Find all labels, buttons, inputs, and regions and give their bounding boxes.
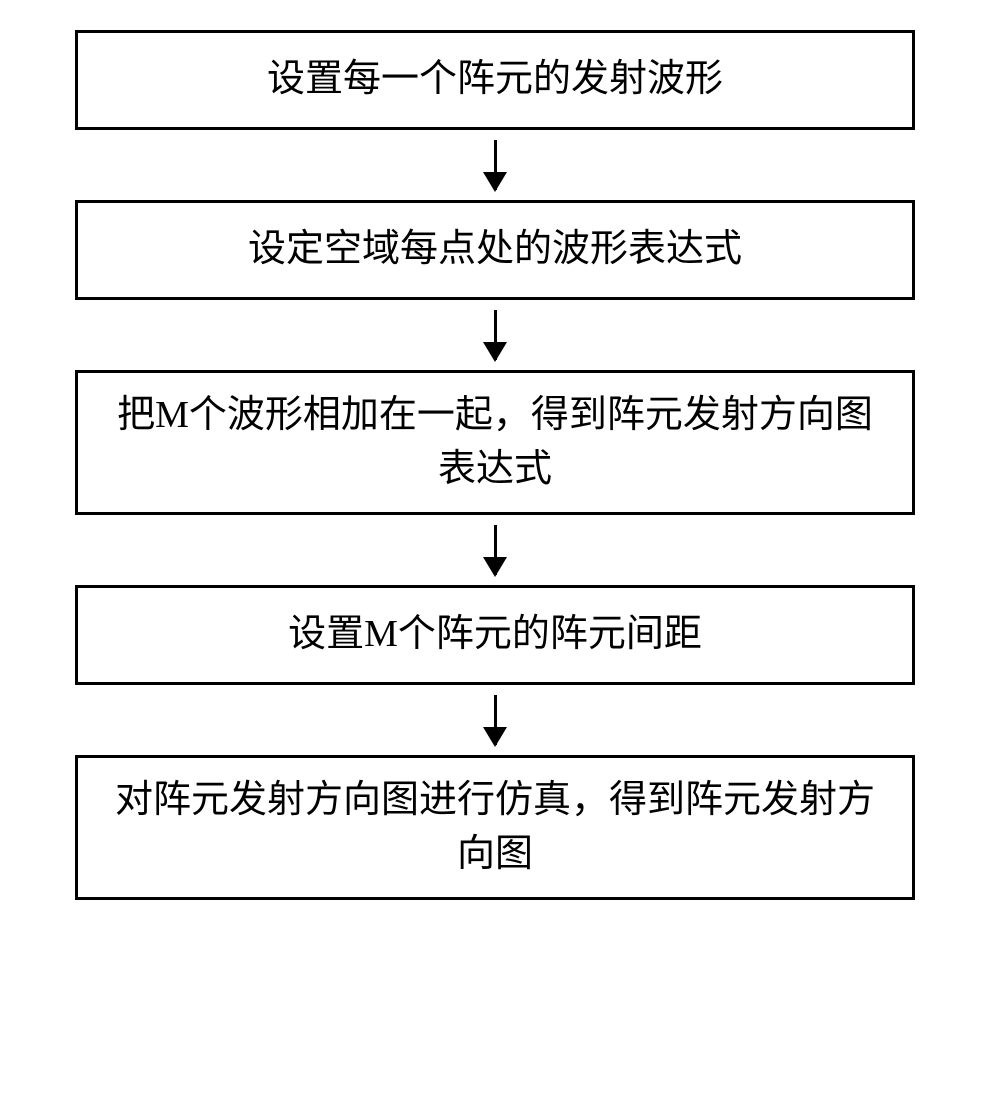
step-label: 设定空域每点处的波形表达式 (248, 223, 742, 276)
arrow-4 (494, 685, 497, 755)
step-label: 设置M个阵元的阵元间距 (288, 608, 702, 661)
arrow-icon (494, 140, 497, 190)
arrow-2 (494, 300, 497, 370)
flowchart-step-2: 设定空域每点处的波形表达式 (75, 200, 915, 300)
step-label: 设置每一个阵元的发射波形 (267, 53, 723, 106)
step-label: 对阵元发射方向图进行仿真，得到阵元发射方向图 (108, 774, 882, 880)
arrow-3 (494, 515, 497, 585)
flowchart-step-5: 对阵元发射方向图进行仿真，得到阵元发射方向图 (75, 755, 915, 900)
flowchart-container: 设置每一个阵元的发射波形 设定空域每点处的波形表达式 把M个波形相加在一起，得到… (0, 0, 990, 900)
flowchart-step-1: 设置每一个阵元的发射波形 (75, 30, 915, 130)
arrow-icon (494, 310, 497, 360)
arrow-icon (494, 525, 497, 575)
arrow-1 (494, 130, 497, 200)
arrow-icon (494, 695, 497, 745)
flowchart-step-4: 设置M个阵元的阵元间距 (75, 585, 915, 685)
flowchart-step-3: 把M个波形相加在一起，得到阵元发射方向图表达式 (75, 370, 915, 515)
step-label: 把M个波形相加在一起，得到阵元发射方向图表达式 (108, 389, 882, 495)
